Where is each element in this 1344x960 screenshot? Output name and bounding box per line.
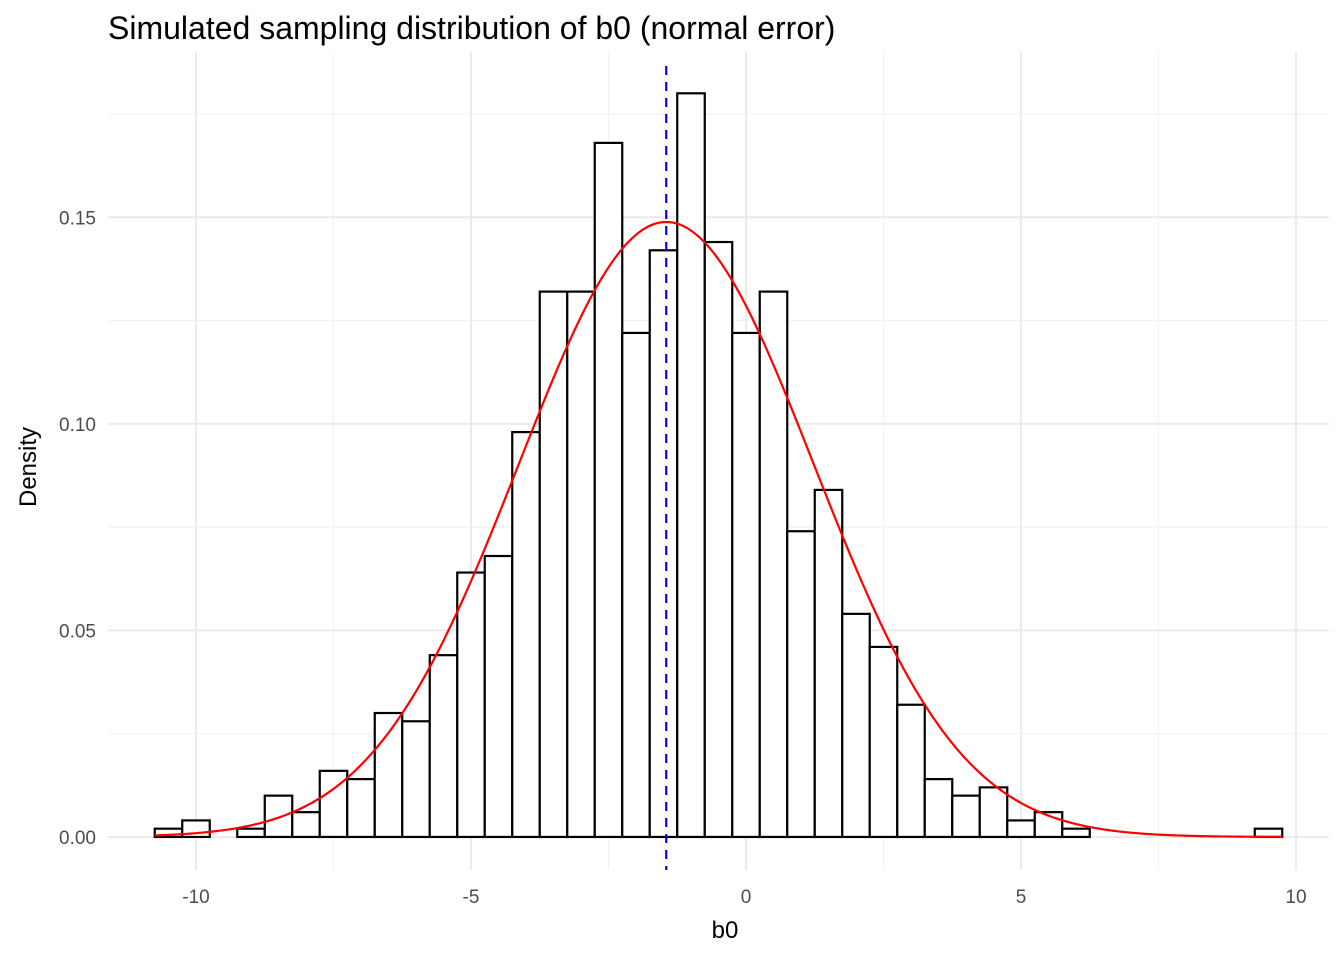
histogram-bars [153,92,1284,839]
y-axis-label: Density [15,427,42,507]
histogram-bar [566,290,596,839]
histogram-bar [1061,827,1091,839]
histogram-bar [731,331,761,839]
histogram-bar [483,554,514,839]
histogram-bar [703,240,734,839]
chart-title: Simulated sampling distribution of b0 (n… [108,10,836,46]
histogram-bar [676,92,706,839]
histogram-bar [786,530,816,839]
histogram-bar [593,141,624,839]
y-tick-label: 0.15 [59,208,96,229]
normal-curve-layer [154,220,1283,838]
histogram-bar [923,778,954,839]
x-tick-label: 0 [741,887,752,908]
histogram-bar [428,654,459,839]
x-axis-label: b0 [712,917,739,944]
histogram-bar [868,645,899,839]
y-tick-label: 0.05 [59,621,96,642]
x-tick-label: -10 [182,887,209,908]
histogram-bar [758,290,789,839]
histogram-bar [401,720,431,839]
histogram-bar [456,571,486,839]
normal-density-curve [154,220,1283,838]
x-tick-label: 5 [1016,887,1027,908]
histogram-bar [813,488,844,839]
histogram-bar [1006,819,1036,839]
x-tick-label: -5 [463,887,480,908]
histogram-bar [511,430,541,839]
x-axis-ticks: -10 -5 0 5 10 [182,887,1306,908]
y-tick-label: 0.10 [59,415,96,436]
histogram-bar [896,703,926,839]
histogram-bar [263,794,294,839]
histogram-bar [291,811,321,839]
histogram-bar [978,786,1009,839]
y-axis-ticks: 0.00 0.05 0.10 0.15 [59,208,96,849]
histogram-bar [621,331,651,839]
histogram-bar [346,778,376,839]
histogram-bar [538,290,569,839]
histogram-bar [841,612,871,839]
histogram-bar [236,827,266,839]
histogram-bar [951,794,981,839]
x-tick-label: 10 [1285,887,1306,908]
histogram-bar [648,249,679,839]
y-tick-label: 0.00 [59,828,96,849]
